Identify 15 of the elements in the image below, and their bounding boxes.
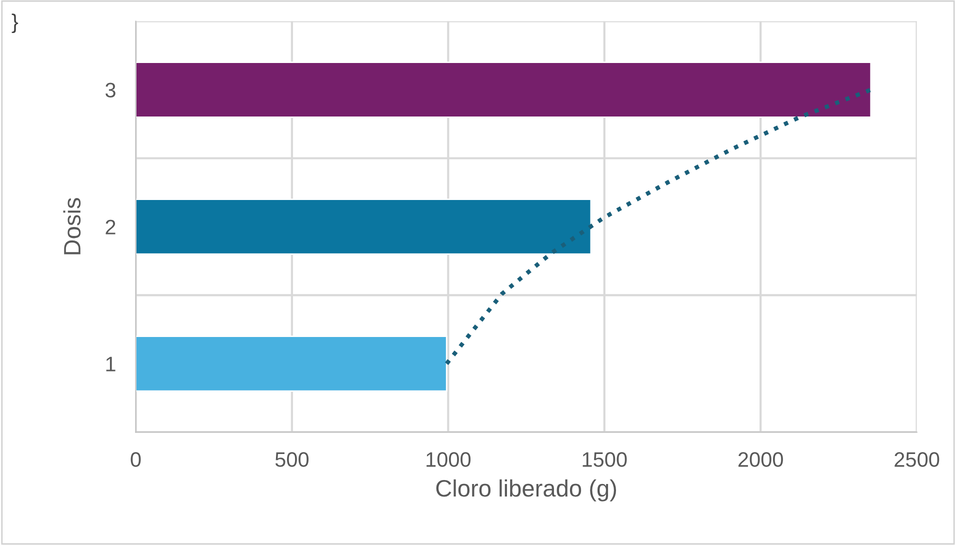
y-tick-label: 2 bbox=[106, 220, 116, 234]
x-tick-label: 0 bbox=[130, 452, 141, 467]
x-tick-label: 500 bbox=[275, 452, 309, 467]
text: } bbox=[12, 14, 18, 34]
y-tick-label: 1 bbox=[106, 356, 116, 372]
bar bbox=[136, 198, 592, 255]
x-axis-title: Cloro liberado (g) bbox=[436, 479, 616, 502]
x-tick-label: 2500 bbox=[894, 452, 940, 467]
bar bbox=[136, 336, 448, 392]
y-axis-title: Dosis bbox=[63, 198, 81, 254]
x-tick-label: 1500 bbox=[582, 452, 627, 467]
bar bbox=[136, 62, 872, 118]
y-tick-label: 3 bbox=[106, 82, 116, 98]
x-tick-label: 1000 bbox=[426, 452, 471, 467]
x-tick-label: 2000 bbox=[738, 452, 783, 467]
